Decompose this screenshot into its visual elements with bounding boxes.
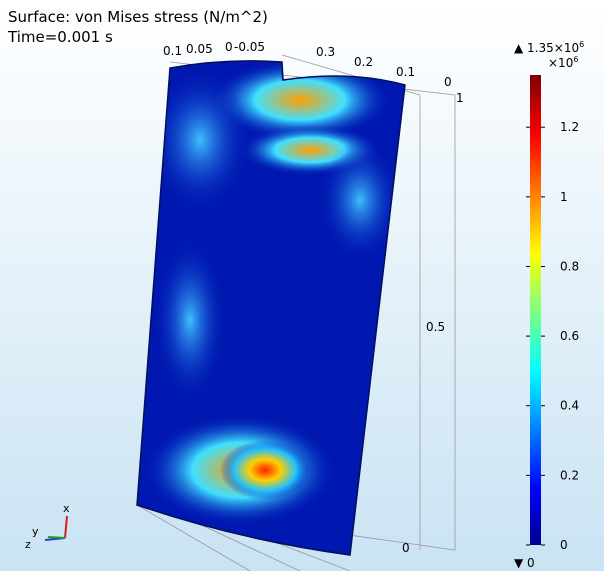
colorbar-tick-label: 0.2 bbox=[560, 468, 579, 482]
axis-label: 0 bbox=[225, 40, 233, 54]
colorbar-tick-label: 0.6 bbox=[560, 329, 579, 343]
axis-label: 0.05 bbox=[186, 42, 213, 56]
axis-label: 0.1 bbox=[396, 65, 415, 79]
time-label: Time=0.001 s bbox=[7, 28, 113, 46]
colorbar-max-label: ▲ 1.35×106 bbox=[514, 40, 584, 55]
colorbar-tick-label: 0.4 bbox=[560, 399, 579, 413]
axis-label: 0.2 bbox=[354, 55, 373, 69]
axis-label: 0 bbox=[402, 541, 410, 555]
axis-label: 1 bbox=[456, 91, 464, 105]
axis-label: 0.3 bbox=[316, 45, 335, 59]
colorbar-tick-label: 1.2 bbox=[560, 120, 579, 134]
plot-title: Surface: von Mises stress (N/m^2) bbox=[8, 8, 268, 26]
colorbar bbox=[530, 75, 541, 545]
colorbar-tick-label: 0 bbox=[560, 538, 568, 552]
plot-window: Surface: von Mises stress (N/m^2) Time=0… bbox=[0, 0, 604, 571]
axis-label: 0.5 bbox=[426, 320, 445, 334]
colorbar-tick-label: 1 bbox=[560, 190, 568, 204]
axis-label: 0.1 bbox=[163, 44, 182, 58]
triad-label: y bbox=[32, 525, 39, 538]
triad-label: z bbox=[25, 538, 31, 551]
colorbar-tick-label: 0.8 bbox=[560, 259, 579, 273]
triad-label: x bbox=[63, 502, 70, 515]
colorbar-min-label: ▼ 0 bbox=[514, 556, 535, 570]
axis-label: 0 bbox=[444, 75, 452, 89]
axis-label: -0.05 bbox=[234, 40, 265, 54]
